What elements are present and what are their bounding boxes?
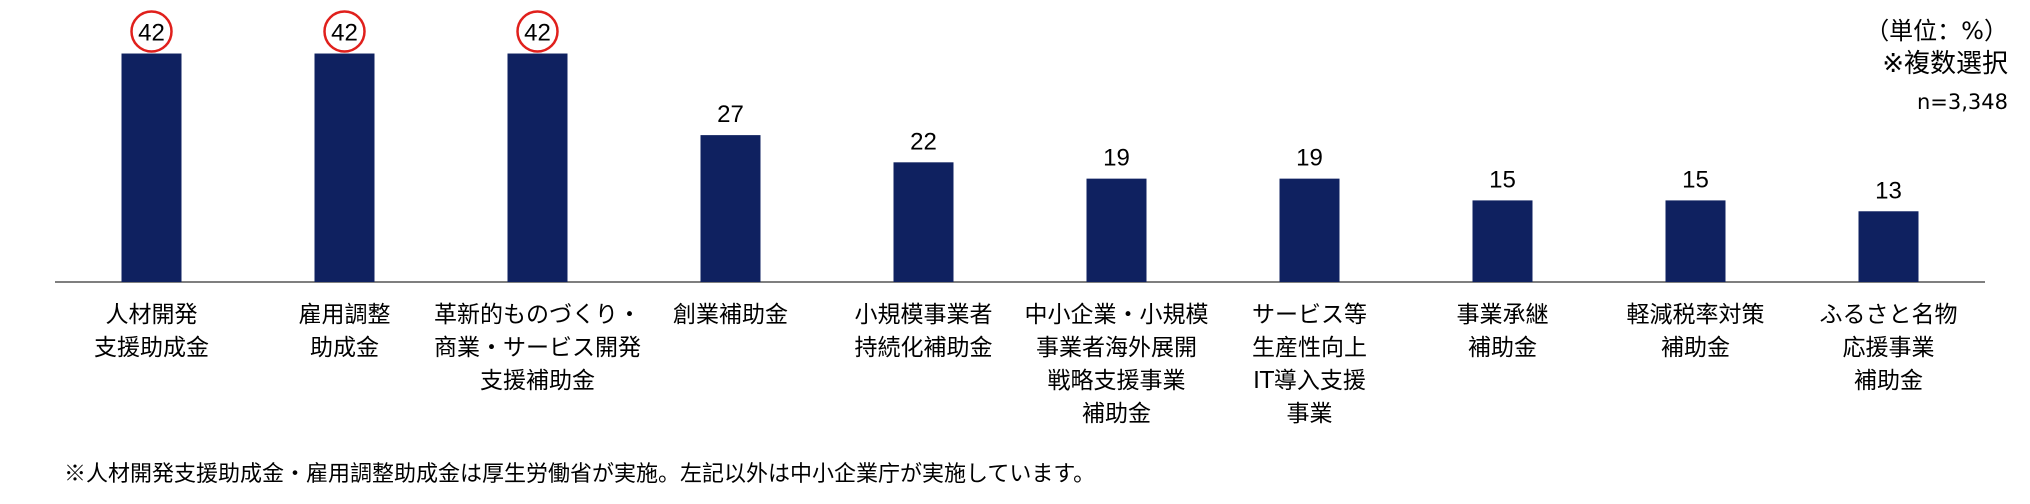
category-label: 軽減税率対策 [1627, 302, 1765, 328]
bar [1086, 178, 1147, 282]
bar [1472, 200, 1533, 282]
category-label: 生産性向上 [1252, 335, 1367, 361]
bar [1279, 178, 1340, 282]
category-label: 商業・サービス開発 [434, 335, 641, 361]
data-label: 27 [717, 101, 744, 128]
footnote: ※人材開発支援助成金・雇用調整助成金は厚生労働省が実施。左記以外は中小企業庁が実… [64, 462, 1096, 487]
category-label: 小規模事業者 [855, 302, 993, 328]
data-label: 42 [138, 20, 165, 47]
category-label: 戦略支援事業 [1048, 368, 1186, 394]
category-label: 雇用調整 [299, 302, 391, 328]
data-label: 15 [1489, 166, 1516, 193]
data-label: 42 [331, 20, 358, 47]
bar [1858, 211, 1919, 282]
category-label: 持続化補助金 [855, 335, 993, 361]
category-label: 補助金 [1854, 368, 1923, 394]
bar [1665, 200, 1726, 282]
data-label: 13 [1875, 177, 1902, 204]
bar [507, 53, 568, 282]
highlight-circle [130, 10, 173, 53]
category-label: 事業者海外展開 [1036, 335, 1197, 361]
category-label: ふるさと名物 [1820, 302, 1958, 328]
data-label: 19 [1296, 145, 1323, 172]
category-label: 補助金 [1661, 335, 1730, 361]
highlight-circle [323, 10, 366, 53]
data-label: 42 [524, 20, 551, 47]
category-label: 中小企業・小規模 [1025, 302, 1209, 328]
bar [121, 53, 182, 282]
unit-label: （単位：%） [1865, 17, 2008, 45]
highlight-circle [516, 10, 559, 53]
category-label: サービス等 [1252, 302, 1367, 328]
bar [893, 162, 954, 282]
category-label: 補助金 [1082, 401, 1151, 427]
category-label: 人材開発 [106, 302, 198, 328]
category-label: 創業補助金 [673, 302, 788, 328]
category-label: 事業 [1287, 401, 1333, 427]
category-label: 助成金 [310, 335, 379, 361]
category-label: 事業承継 [1457, 302, 1549, 328]
category-label: 補助金 [1468, 335, 1537, 361]
category-label: 応援事業 [1843, 335, 1935, 361]
bar [700, 135, 761, 282]
category-label: IT導入支援 [1253, 368, 1366, 394]
data-label: 19 [1103, 145, 1130, 172]
category-label: 支援補助金 [480, 368, 595, 394]
data-label: 15 [1682, 166, 1709, 193]
sample-size: n=3,348 [1916, 90, 2008, 114]
multiple-choice-note: ※複数選択 [1882, 49, 2008, 79]
data-label: 22 [910, 128, 937, 155]
bar [314, 53, 375, 282]
category-label: 支援助成金 [94, 335, 209, 361]
category-label: 革新的ものづくり・ [434, 302, 641, 328]
